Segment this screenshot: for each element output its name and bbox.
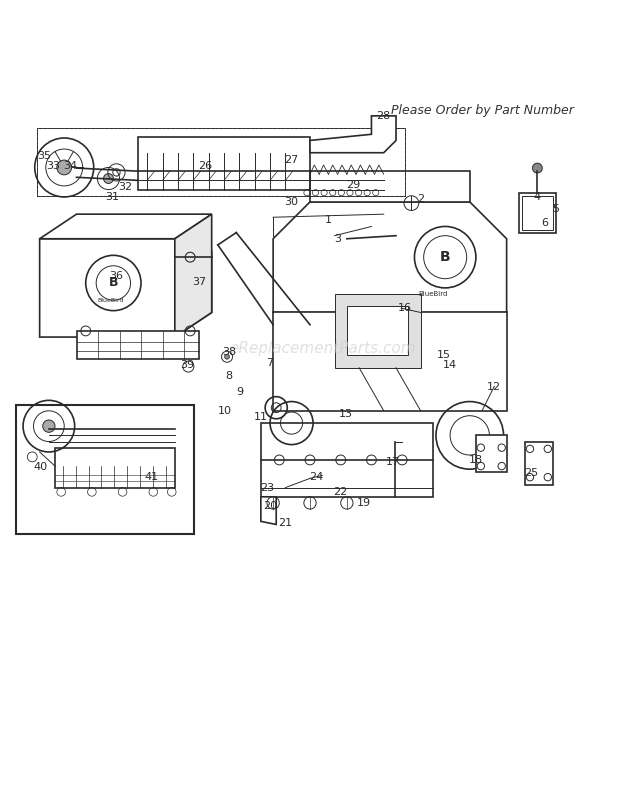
Text: 28: 28 xyxy=(376,111,391,121)
Polygon shape xyxy=(261,497,276,524)
Text: 41: 41 xyxy=(144,472,159,482)
Text: 35: 35 xyxy=(38,151,51,161)
Text: 4: 4 xyxy=(534,192,541,202)
Text: 32: 32 xyxy=(118,182,133,191)
Polygon shape xyxy=(273,202,507,312)
Text: 29: 29 xyxy=(346,179,360,190)
Text: 37: 37 xyxy=(192,277,206,287)
Text: 19: 19 xyxy=(357,498,371,508)
Text: 7: 7 xyxy=(267,358,273,368)
Text: 9: 9 xyxy=(236,387,243,398)
Text: 1: 1 xyxy=(325,215,332,226)
Text: eReplacementParts.com: eReplacementParts.com xyxy=(229,340,415,355)
Text: 39: 39 xyxy=(180,359,194,370)
Polygon shape xyxy=(525,442,552,485)
Text: 20: 20 xyxy=(263,501,277,511)
Text: BlueBird: BlueBird xyxy=(418,291,448,297)
Text: 16: 16 xyxy=(398,303,412,313)
Circle shape xyxy=(224,354,229,359)
Text: 36: 36 xyxy=(110,271,123,281)
Bar xyxy=(261,423,433,497)
Polygon shape xyxy=(476,435,507,473)
Bar xyxy=(335,294,420,367)
Text: 12: 12 xyxy=(487,383,502,392)
Text: 40: 40 xyxy=(34,462,48,473)
Text: 2: 2 xyxy=(417,194,424,204)
Text: 14: 14 xyxy=(443,359,457,370)
Polygon shape xyxy=(310,171,470,202)
Text: 24: 24 xyxy=(309,472,323,482)
Text: 38: 38 xyxy=(222,347,236,357)
Circle shape xyxy=(57,160,71,175)
Text: 15: 15 xyxy=(437,351,451,360)
Text: Please Order by Part Number: Please Order by Part Number xyxy=(391,104,574,117)
Text: 8: 8 xyxy=(225,371,232,381)
Bar xyxy=(138,137,310,190)
Bar xyxy=(37,128,405,196)
Polygon shape xyxy=(175,214,211,337)
Text: 17: 17 xyxy=(386,457,400,467)
Text: B: B xyxy=(440,250,451,264)
Text: B: B xyxy=(108,277,118,289)
Text: 23: 23 xyxy=(260,483,274,493)
Text: 6: 6 xyxy=(541,218,548,229)
Bar xyxy=(347,306,409,355)
Bar xyxy=(37,128,405,196)
Bar xyxy=(16,405,195,534)
Text: 22: 22 xyxy=(334,487,348,497)
Bar xyxy=(55,448,175,488)
Text: 25: 25 xyxy=(524,469,538,478)
Polygon shape xyxy=(40,214,211,239)
Text: 3: 3 xyxy=(334,234,341,244)
Bar xyxy=(522,196,552,230)
Text: BlueBird: BlueBird xyxy=(97,298,123,303)
Text: 33: 33 xyxy=(46,161,60,171)
Polygon shape xyxy=(40,239,211,337)
Text: 18: 18 xyxy=(469,455,483,465)
Text: 5: 5 xyxy=(552,204,559,214)
Text: 30: 30 xyxy=(285,197,299,207)
Bar xyxy=(519,193,556,233)
Polygon shape xyxy=(310,116,396,153)
Text: 26: 26 xyxy=(198,161,213,171)
Polygon shape xyxy=(273,312,507,410)
Circle shape xyxy=(43,420,55,432)
Text: 21: 21 xyxy=(278,517,293,528)
Circle shape xyxy=(104,174,113,183)
Text: 10: 10 xyxy=(218,406,232,416)
Text: 11: 11 xyxy=(254,412,268,422)
Text: 13: 13 xyxy=(339,409,353,419)
Text: 27: 27 xyxy=(285,155,299,165)
Circle shape xyxy=(533,163,542,173)
Text: 34: 34 xyxy=(63,161,78,171)
Text: 31: 31 xyxy=(105,192,119,202)
Polygon shape xyxy=(76,331,200,359)
